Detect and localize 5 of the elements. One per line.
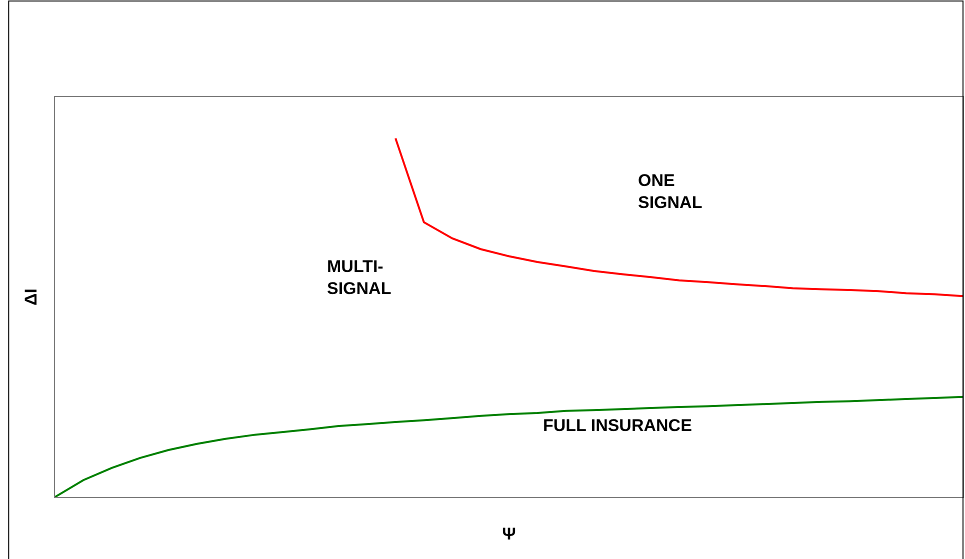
annotation: ONE SIGNAL — [638, 171, 702, 212]
annotation: FULL INSURANCE — [543, 416, 692, 435]
annotation: MULTI- SIGNAL — [327, 257, 392, 298]
y-axis-title: ΔI — [22, 288, 41, 306]
x-axis-title: Ψ — [502, 524, 516, 544]
